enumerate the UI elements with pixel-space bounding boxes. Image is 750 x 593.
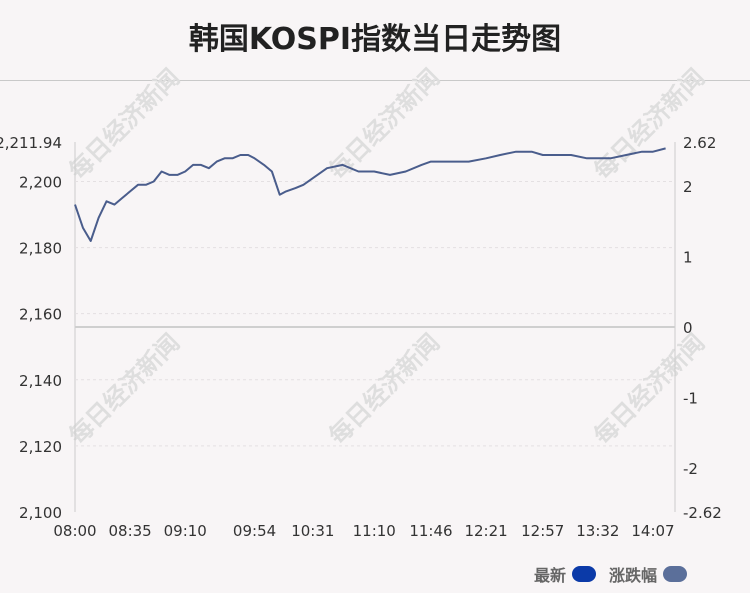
x-tick-3: 09:54 <box>233 522 276 540</box>
watermark-4: 每日经济新闻 <box>324 329 446 451</box>
y-tick-left-2: 2,180 <box>19 240 62 258</box>
y-tick-right-3: 0 <box>683 319 693 337</box>
y-tick-left-5: 2,120 <box>19 438 62 456</box>
legend-item-change: 涨跌幅 <box>609 563 688 585</box>
y-tick-right-5: -2 <box>683 460 698 478</box>
y-tick-left-1: 2,200 <box>19 173 62 191</box>
legend-item-latest: 最新 <box>534 563 597 585</box>
series-line-latest <box>74 147 666 242</box>
y-tick-right-4: -1 <box>683 390 698 408</box>
x-tick-2: 09:10 <box>164 522 207 540</box>
y-tick-left-6: 2,100 <box>19 504 62 522</box>
x-tick-1: 08:35 <box>109 522 152 540</box>
legend-swatch-change <box>663 566 688 582</box>
watermark-2: 每日经济新闻 <box>589 64 711 186</box>
y-tick-right-2: 1 <box>683 248 693 266</box>
x-tick-0: 08:00 <box>53 522 96 540</box>
watermark-0: 每日经济新闻 <box>64 64 186 186</box>
watermark-3: 每日经济新闻 <box>64 329 186 451</box>
y-tick-right-6: -2.62 <box>683 504 722 522</box>
y-tick-right-0: 2.62 <box>683 134 716 152</box>
legend-label-latest: 最新 <box>534 566 567 585</box>
watermark-1: 每日经济新闻 <box>324 64 446 186</box>
x-tick-7: 12:21 <box>464 522 507 540</box>
title-divider <box>0 80 750 81</box>
x-tick-10: 14:07 <box>631 522 674 540</box>
x-tick-8: 12:57 <box>521 522 564 540</box>
chart-title: 韩国KOSPI指数当日走势图 <box>188 22 562 57</box>
legend-label-change: 涨跌幅 <box>609 566 658 585</box>
legend-swatch-latest <box>572 566 597 582</box>
x-tick-9: 13:32 <box>576 522 619 540</box>
x-tick-6: 11:46 <box>409 522 452 540</box>
y-tick-left-0: 2,211.94 <box>0 134 62 152</box>
x-tick-4: 10:31 <box>291 522 334 540</box>
y-tick-left-3: 2,160 <box>19 306 62 324</box>
y-tick-left-4: 2,140 <box>19 372 62 390</box>
x-tick-5: 11:10 <box>353 522 396 540</box>
y-tick-right-1: 2 <box>683 178 693 196</box>
